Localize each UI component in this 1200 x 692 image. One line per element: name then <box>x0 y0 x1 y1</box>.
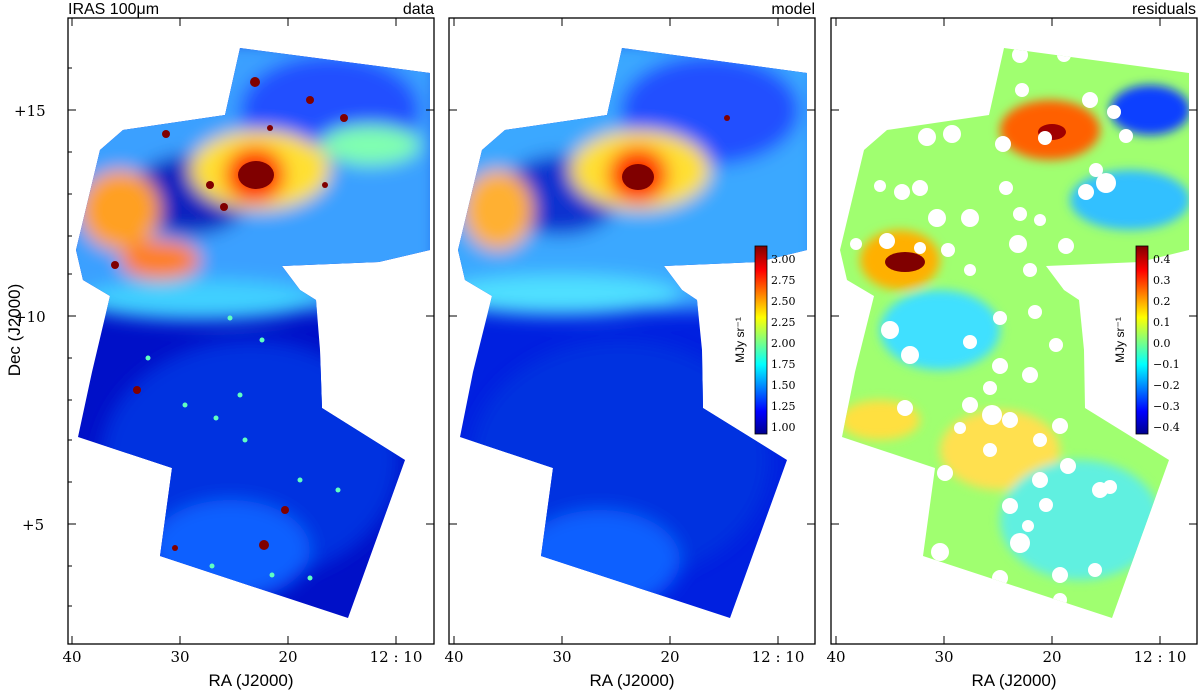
colorbar-tick: 0.0 <box>1153 337 1171 350</box>
xtick-label: 30 <box>170 648 189 666</box>
colorbar-tick: 2.00 <box>771 337 796 350</box>
y-axis-ticks <box>68 67 434 607</box>
colorbar-tick: 1.50 <box>771 379 796 392</box>
colorbar-label: MJy sr⁻¹ <box>1113 317 1127 363</box>
colorbar-tick: −0.3 <box>1153 400 1180 413</box>
ticks <box>449 18 815 644</box>
colorbar-tick: 1.00 <box>771 421 796 434</box>
x-axis-label: RA (J2000) <box>208 671 293 690</box>
x-axis-ticks <box>71 18 397 644</box>
colorbar-residuals: 0.4 0.3 0.2 0.1 0.0 −0.1 −0.2 −0.3 −0.4 … <box>1113 245 1180 435</box>
colorbar-tick: 0.1 <box>1153 316 1171 329</box>
colorbar-tick: −0.2 <box>1153 379 1180 392</box>
xtick-label: 40 <box>444 648 463 666</box>
panel-title-right: model <box>771 1 815 18</box>
xtick-label: 20 <box>1042 648 1061 666</box>
colorbar-tick: 0.3 <box>1153 274 1171 287</box>
y-axis-label: Dec (J2000) <box>5 284 24 377</box>
ticks <box>831 18 1197 644</box>
x-axis-label: RA (J2000) <box>971 671 1056 690</box>
xtick-label: 30 <box>552 648 571 666</box>
xtick-label: 40 <box>62 648 81 666</box>
ytick-label: +5 <box>22 516 44 534</box>
panel-title-left: IRAS 100μm <box>68 1 159 18</box>
colorbar-tick: 1.75 <box>771 358 796 371</box>
panel-title-right: data <box>403 1 434 18</box>
colorbar-tick: 3.00 <box>771 253 796 266</box>
panel-residuals: residuals 40 30 20 12 : 10 RA (J2000) 0.… <box>826 1 1198 690</box>
xtick-label: 20 <box>660 648 679 666</box>
xtick-label: 20 <box>278 648 297 666</box>
ytick-label: +15 <box>14 102 46 120</box>
colorbar-tick: 0.4 <box>1153 253 1171 266</box>
xtick-label: 30 <box>934 648 953 666</box>
panel-title-right: residuals <box>1132 1 1196 18</box>
colorbar-tick: 2.50 <box>771 295 796 308</box>
colorbar-tick: −0.1 <box>1153 358 1180 371</box>
panel-model: model 40 30 20 12 : 10 RA (J2000) 3.00 2… <box>444 1 816 690</box>
x-axis-label: RA (J2000) <box>589 671 674 690</box>
colorbar-tick: 2.75 <box>771 274 796 287</box>
xtick-label: 12 : 10 <box>1134 648 1187 666</box>
colorbar-model: 3.00 2.75 2.50 2.25 2.00 1.75 1.50 1.25 … <box>733 245 796 435</box>
colorbar-tick: 0.2 <box>1153 295 1171 308</box>
colorbar-tick: 2.25 <box>771 316 796 329</box>
data-image <box>76 48 430 618</box>
colorbar-tick: −0.4 <box>1153 421 1180 434</box>
panel-data: IRAS 100μm data +15 +10 +5 40 30 20 12 :… <box>5 1 435 690</box>
ytick-label: +10 <box>14 308 46 326</box>
xtick-label: 12 : 10 <box>752 648 805 666</box>
xtick-label: 12 : 10 <box>370 648 423 666</box>
colorbar-label: MJy sr⁻¹ <box>733 317 747 363</box>
colorbar-tick: 1.25 <box>771 400 796 413</box>
xtick-label: 40 <box>826 648 845 666</box>
